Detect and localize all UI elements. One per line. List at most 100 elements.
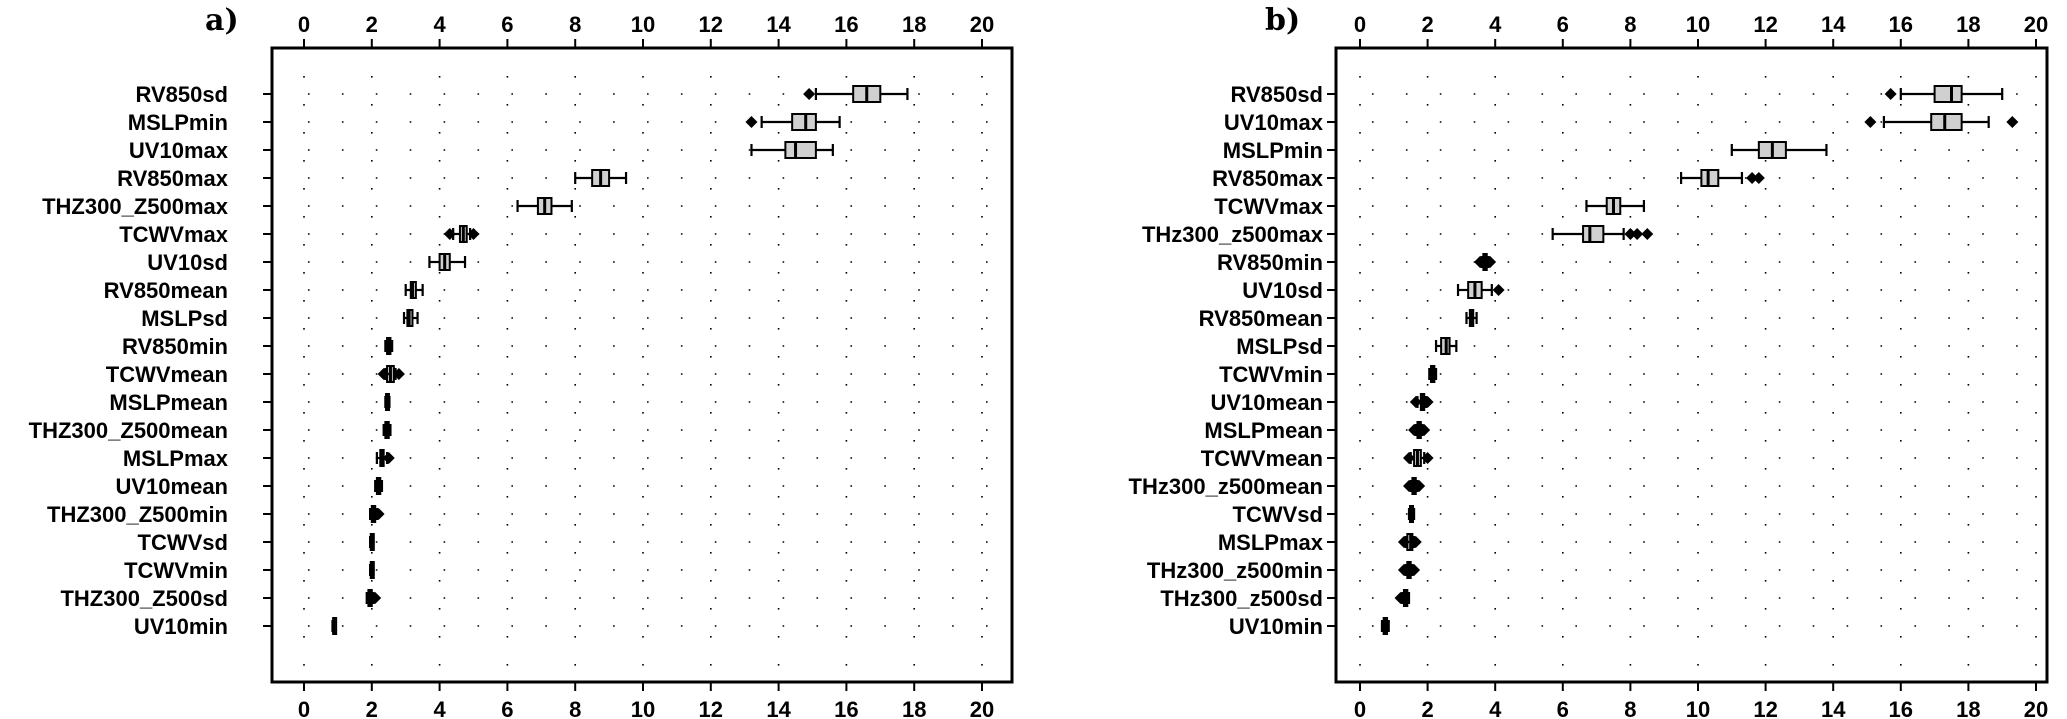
- box-row: THZ300_Z500mean: [29, 418, 392, 443]
- x-tick-label-bottom: 4: [1489, 697, 1502, 719]
- box-row: MSLPsd: [1236, 334, 1458, 359]
- box-row: TCWVmean: [106, 362, 405, 387]
- box: [784, 141, 817, 159]
- x-tick-label-bottom: 2: [366, 697, 378, 719]
- category-label: THz300_z500mean: [1129, 474, 1323, 499]
- box-row: TCWVmax: [119, 222, 480, 247]
- x-tick-label-bottom: 16: [1889, 697, 1913, 719]
- box-row: TCWVmax: [1214, 194, 1646, 219]
- x-tick-label-top: 20: [970, 12, 994, 37]
- category-label: MSLPmin: [128, 110, 228, 135]
- outlier-point: [2006, 116, 2019, 128]
- box-row: THZ300_Z500max: [42, 194, 573, 219]
- x-tick-label-bottom: 20: [2024, 697, 2048, 719]
- box-row: UV10mean: [1210, 390, 1434, 415]
- box: [1582, 225, 1605, 243]
- category-label: UV10sd: [147, 250, 228, 275]
- box-row: UV10sd: [1242, 278, 1505, 303]
- category-label: RV850max: [1212, 166, 1324, 191]
- outlier-point: [369, 592, 382, 604]
- panel-a: 0 0 2 2 4 4 6 6 8 8 10 10 12 12 14 14 16 16 18 18 20 20 RV850…: [29, 3, 1014, 719]
- category-label: UV10max: [1224, 110, 1324, 135]
- x-tick-label-bottom: 14: [766, 697, 791, 719]
- outlier-point: [1394, 592, 1407, 604]
- box-rows-b: RV850sd UV10max MSLPmin RV850max TCWVmax THz3…: [1129, 82, 2019, 639]
- category-label: TCWVmean: [1201, 446, 1323, 471]
- outlier-point: [745, 116, 758, 128]
- box-row: RV850mean: [1199, 306, 1478, 331]
- x-tick-label-bottom: 0: [298, 697, 310, 719]
- box: [1930, 113, 1963, 131]
- box-rows-a: RV850sd MSLPmin UV10max RV850max THZ300_Z500…: [29, 82, 909, 639]
- category-label: TCWVsd: [138, 530, 228, 555]
- outlier-point: [803, 88, 816, 100]
- x-tick-label-bottom: 4: [433, 697, 446, 719]
- outlier-point: [1421, 396, 1434, 408]
- x-tick-label-top: 0: [1354, 12, 1366, 37]
- x-tick-label-top: 16: [834, 12, 858, 37]
- outlier-point: [1421, 452, 1434, 464]
- x-tick-label-bottom: 0: [1354, 697, 1366, 719]
- box-row: RV850mean: [104, 278, 424, 303]
- box-row: TCWVmean: [1201, 446, 1434, 471]
- category-label: MSLPmean: [109, 390, 228, 415]
- category-label: THZ300_Z500max: [42, 194, 229, 219]
- outlier-point: [1408, 424, 1421, 436]
- x-tick-label-top: 8: [1624, 12, 1636, 37]
- axis-ticks-a: 0 0 2 2 4 4 6 6 8 8 10 10 12 12 14 14 16 16 18 18 20 20: [298, 12, 994, 719]
- x-tick-label-top: 14: [1821, 12, 1846, 37]
- box-row: RV850min: [1217, 250, 1497, 275]
- outlier-point: [1403, 480, 1416, 492]
- category-label: UV10min: [1229, 614, 1323, 639]
- panel-b: 0 0 2 2 4 4 6 6 8 8 10 10 12 12 14 14 16 16 18 18 20 20 RV850…: [1129, 3, 2049, 719]
- box-row: TCWVsd: [1233, 502, 1416, 527]
- box-row: UV10max: [1224, 110, 2019, 135]
- box-row: RV850sd: [135, 82, 909, 107]
- category-label: RV850mean: [104, 278, 228, 303]
- box-row: TCWVmin: [1219, 362, 1438, 387]
- box-row: MSLPsd: [141, 306, 419, 331]
- x-tick-label-top: 4: [1489, 12, 1502, 37]
- box-row: UV10min: [1229, 614, 1390, 639]
- x-tick-label-top: 10: [1686, 12, 1710, 37]
- x-tick-label-top: 12: [1753, 12, 1777, 37]
- category-label: RV850sd: [1230, 82, 1323, 107]
- category-label: TCWVmax: [119, 222, 229, 247]
- category-label: THz300_z500sd: [1160, 586, 1323, 611]
- outlier-point: [382, 452, 395, 464]
- category-label: RV850min: [122, 334, 228, 359]
- panel-label-b: b): [1265, 3, 1300, 38]
- category-label: MSLPsd: [141, 306, 228, 331]
- outlier-point: [1492, 284, 1505, 296]
- plot-frame-b: [1334, 46, 2049, 684]
- category-label: THz300_z500max: [1142, 222, 1324, 247]
- category-label: MSLPmean: [1204, 418, 1323, 443]
- x-tick-label-bottom: 10: [1686, 697, 1710, 719]
- category-label: THz300_z500min: [1147, 558, 1323, 583]
- category-label: THZ300_Z500mean: [29, 418, 228, 443]
- box-row: THZ300_Z500min: [47, 502, 385, 527]
- box-row: THZ300_Z500sd: [60, 586, 382, 611]
- box-row: TCWVmin: [124, 558, 375, 583]
- box-row: THz300_z500mean: [1129, 474, 1426, 499]
- outlier-point: [1641, 228, 1654, 240]
- outlier-point: [1884, 88, 1897, 100]
- category-label: RV850min: [1217, 250, 1323, 275]
- x-tick-label-bottom: 8: [1624, 697, 1636, 719]
- x-tick-label-bottom: 10: [631, 697, 655, 719]
- category-label: RV850max: [117, 166, 229, 191]
- x-tick-label-bottom: 2: [1421, 697, 1433, 719]
- box-row: UV10max: [129, 138, 834, 163]
- category-label: TCWVsd: [1233, 502, 1323, 527]
- box-row: UV10sd: [147, 250, 467, 275]
- box-row: UV10min: [134, 614, 338, 639]
- outlier-point: [1624, 228, 1637, 240]
- x-tick-label-top: 8: [569, 12, 581, 37]
- outlier-point: [1408, 564, 1421, 576]
- box-row: UV10mean: [115, 474, 384, 499]
- outlier-point: [1413, 480, 1426, 492]
- outlier-point: [1631, 228, 1644, 240]
- category-label: UV10mean: [1210, 390, 1323, 415]
- box-row: MSLPmean: [1204, 418, 1431, 443]
